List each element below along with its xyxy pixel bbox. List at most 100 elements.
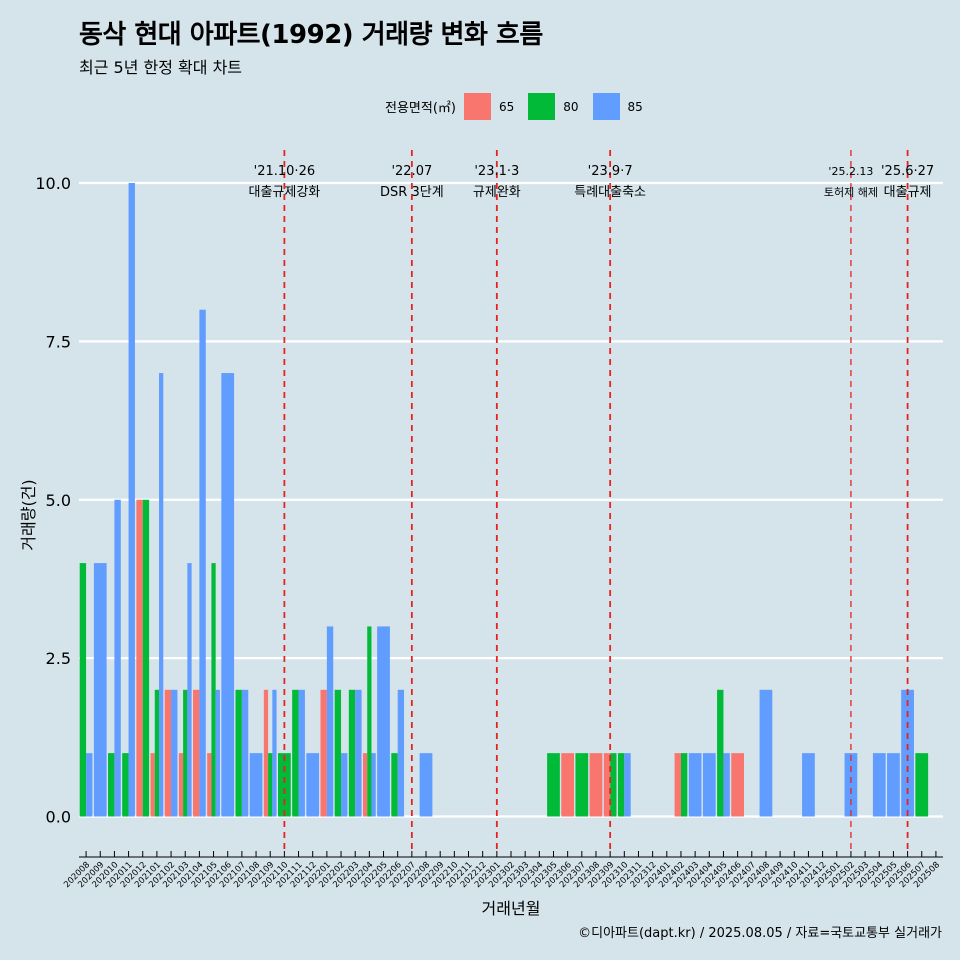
bar-202309-65 (603, 753, 611, 817)
bar-202103-85 (187, 563, 192, 817)
legend-label-80: 80 (563, 99, 579, 114)
policy-date-202502: '25.2.13 (828, 165, 873, 178)
bar-202101-85 (159, 373, 164, 817)
bar-202309-80 (610, 753, 617, 817)
bar-202310-85 (624, 753, 631, 817)
bar-202406-65 (731, 753, 744, 817)
legend-item-80: 80 (528, 93, 588, 120)
policy-date-202301: '23.1·3 (474, 164, 519, 179)
policy-label-202502: 토허제 해제 (824, 185, 878, 199)
bar-202104-65 (193, 689, 200, 817)
bar-202012-80 (142, 499, 150, 817)
bar-202405-85 (723, 753, 730, 817)
y-tick-label: 7.5 (46, 332, 71, 351)
chart-title: 동삭 현대 아파트(1992) 거래량 변화 흐름 (79, 20, 543, 50)
bar-202204-65 (362, 753, 368, 817)
bar-202504-85 (872, 753, 886, 817)
bar-202203-80 (348, 689, 356, 817)
bar-202505-85 (887, 753, 900, 817)
bar-202402-65 (674, 753, 681, 817)
bar-202308-65 (589, 753, 603, 817)
policy-label-202309: 특례대출축소 (574, 185, 646, 200)
bar-202502-85 (844, 753, 858, 817)
bar-202110-80 (278, 753, 291, 817)
legend-title: 전용면적(㎡) (385, 101, 456, 116)
bar-202102-65 (164, 689, 172, 817)
bar-202107-85 (241, 689, 249, 817)
legend-label-85: 85 (627, 99, 643, 114)
bar-202008-85 (86, 753, 93, 817)
legend-label-65: 65 (498, 99, 515, 114)
bar-202102-85 (171, 689, 178, 817)
bar-202208-85 (419, 753, 433, 817)
bar-202105-80 (211, 563, 216, 817)
bar-202306-65 (561, 753, 575, 817)
bar-202012-65 (136, 499, 143, 817)
bar-202402-80 (680, 753, 688, 817)
bar-202203-85 (355, 689, 362, 817)
bar-202305-80 (547, 753, 560, 817)
y-tick-label: 0.0 (46, 807, 71, 826)
bar-202310-80 (617, 753, 625, 817)
source-caption: ©디아파트(dapt.kr) / 2025.08.05 / 자료=국토교통부 실… (578, 926, 942, 941)
bar-202411-85 (802, 753, 815, 817)
bar-202404-85 (702, 753, 716, 817)
bar-202204-80 (367, 626, 372, 817)
legend-swatch-65 (463, 93, 491, 120)
bar-202202-80 (334, 689, 342, 817)
y-axis-title: 거래량(건) (19, 479, 38, 550)
policy-date-202207: '22.07 (391, 164, 432, 179)
bar-202202-85 (341, 753, 348, 817)
bar-202111-85 (298, 689, 305, 817)
bar-202011-80 (122, 753, 129, 817)
bar-202101-80 (154, 689, 160, 817)
y-tick-label: 10.0 (35, 174, 71, 193)
bar-202206-85 (397, 689, 405, 817)
bar-202108-85 (249, 753, 263, 817)
bar-202103-65 (178, 753, 184, 817)
bar-202112-85 (306, 753, 320, 817)
bar-202011-85 (128, 183, 135, 817)
bar-202105-65 (207, 753, 212, 817)
bar-202109-65 (263, 689, 269, 817)
bar-202105-85 (215, 689, 220, 817)
chart-subtitle: 최근 5년 한정 확대 차트 (79, 58, 243, 77)
bar-202204-85 (371, 753, 376, 817)
bar-202111-80 (292, 689, 299, 817)
bar-202010-80 (108, 753, 115, 817)
bar-202009-85 (93, 563, 107, 817)
bar-202101-65 (150, 753, 155, 817)
policy-label-202207: DSR 3단계 (380, 185, 444, 200)
policy-date-202309: '23.9·7 (588, 164, 633, 179)
bar-202506-85 (901, 689, 914, 817)
policy-label-202506: 대출규제 (884, 185, 932, 200)
legend-item-65: 65 (463, 93, 524, 120)
y-tick-label: 2.5 (46, 649, 71, 668)
bar-202107-80 (235, 689, 242, 817)
bar-202206-80 (391, 753, 398, 817)
bar-202104-85 (199, 309, 206, 817)
legend: 전용면적(㎡) 65 80 85 (385, 93, 657, 120)
bar-202109-85 (272, 689, 277, 817)
bar-202405-80 (717, 689, 724, 817)
y-tick-label: 5.0 (46, 491, 71, 510)
bar-202106-85 (221, 373, 235, 817)
bar-202307-80 (575, 753, 589, 817)
policy-label-202301: 규제완화 (473, 185, 521, 200)
policy-label-202110: 대출규제강화 (248, 185, 320, 200)
bar-202109-80 (268, 753, 273, 817)
legend-swatch-85 (592, 93, 620, 120)
policy-date-202506: '25.6·27 (881, 164, 934, 179)
bar-202201-85 (326, 626, 334, 817)
bar-202205-85 (377, 626, 390, 817)
bar-202103-80 (183, 689, 188, 817)
bar-202008-80 (79, 563, 87, 817)
bar-202201-65 (320, 689, 327, 817)
bar-202403-85 (688, 753, 702, 817)
x-axis-title: 거래년월 (482, 899, 541, 918)
legend-item-85: 85 (592, 93, 653, 120)
bar-202010-85 (114, 499, 121, 817)
bar-202507-80 (915, 753, 929, 817)
bar-202408-85 (759, 689, 773, 817)
